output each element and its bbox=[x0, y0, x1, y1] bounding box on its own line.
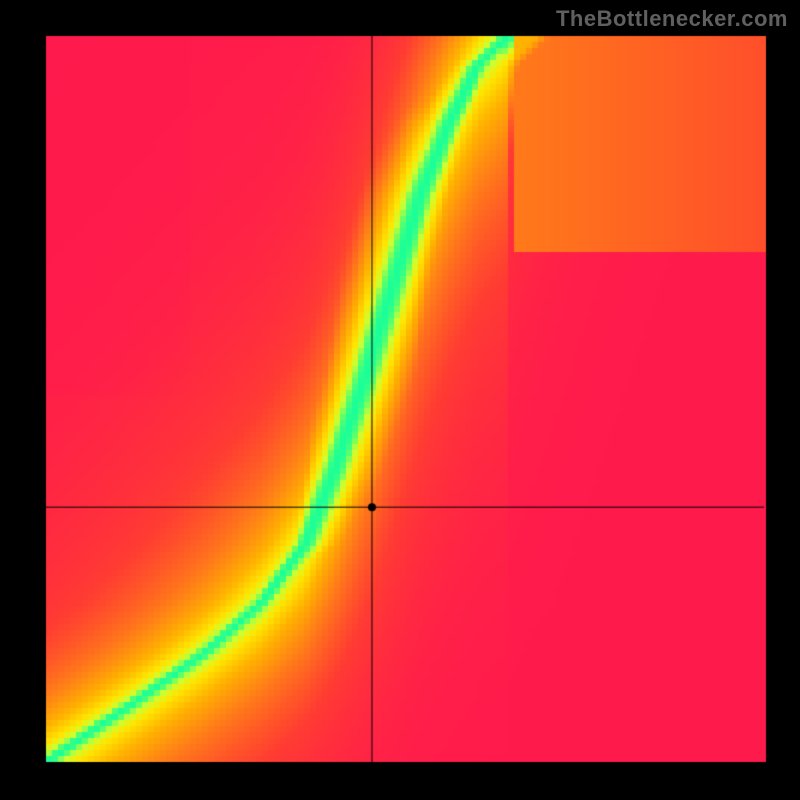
watermark-text: TheBottlenecker.com bbox=[556, 6, 788, 32]
heatmap-canvas bbox=[0, 0, 800, 800]
bottleneck-heatmap-container: { "watermark": { "text": "TheBottlenecke… bbox=[0, 0, 800, 800]
